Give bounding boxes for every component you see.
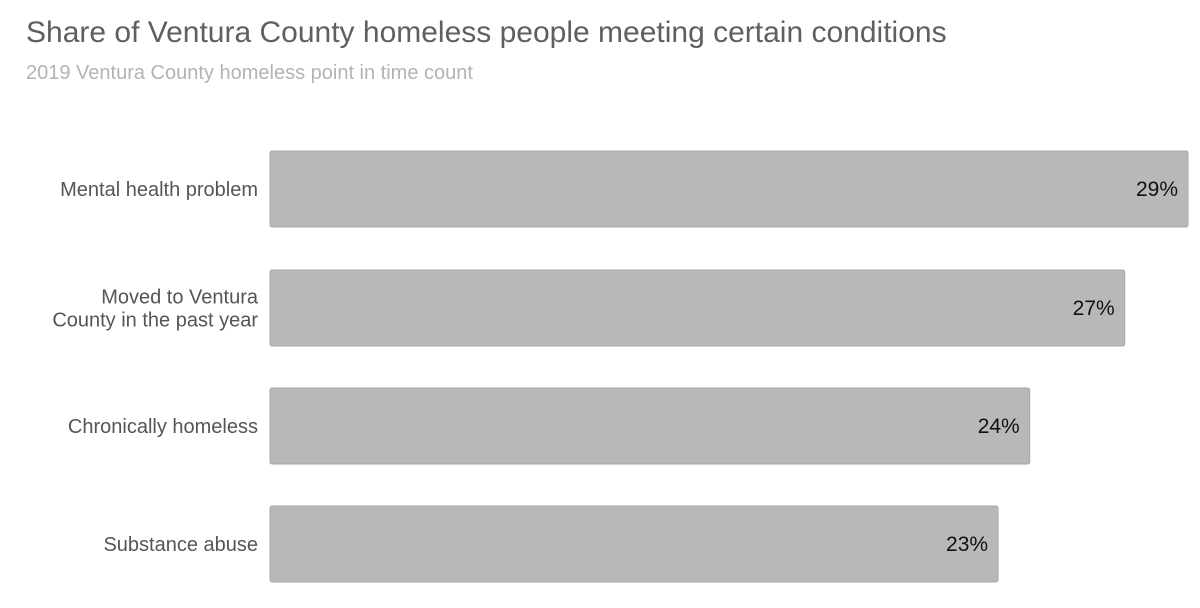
bar [269, 387, 1031, 465]
bar [269, 269, 1126, 347]
category-label: County in the past year [52, 310, 258, 332]
category-label: Mental health problem [60, 179, 258, 201]
chart-title: Share of Ventura County homeless people … [26, 16, 947, 49]
data-label: 23% [946, 533, 988, 556]
data-label: 24% [978, 415, 1020, 438]
category-label: Substance abuse [103, 534, 258, 556]
chart-subtitle: 2019 Ventura County homeless point in ti… [26, 62, 473, 84]
bar [269, 150, 1189, 228]
category-label: Chronically homeless [68, 416, 258, 438]
data-label: 27% [1073, 297, 1115, 320]
category-label: Moved to Ventura [101, 287, 259, 309]
bar [269, 505, 999, 583]
data-label: 29% [1136, 178, 1178, 201]
